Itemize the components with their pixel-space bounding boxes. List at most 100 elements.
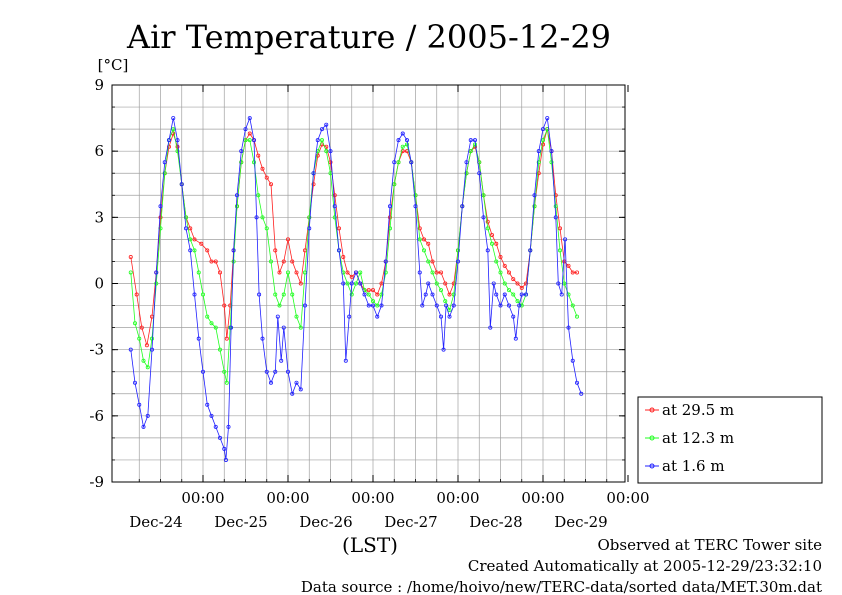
series-line: [130, 116, 582, 460]
data-point: [260, 336, 265, 341]
data-point: [343, 358, 348, 363]
data-point: [506, 303, 511, 308]
data-point: [559, 292, 564, 297]
data-point: [251, 160, 256, 165]
series-1: [128, 127, 580, 385]
data-point: [298, 281, 303, 286]
data-point: [281, 325, 286, 330]
y-tick-label: -3: [89, 341, 104, 359]
data-point: [506, 270, 511, 275]
data-point: [349, 292, 354, 297]
data-point: [285, 270, 290, 275]
data-point: [349, 274, 354, 279]
data-point: [256, 193, 261, 198]
data-point: [545, 116, 550, 121]
data-point: [162, 160, 167, 165]
data-point: [217, 270, 222, 275]
data-point: [455, 248, 460, 253]
data-point: [264, 226, 269, 231]
data-point: [549, 149, 554, 154]
data-point: [502, 292, 507, 297]
series-line: [130, 127, 578, 383]
y-axis-ticks: 9 6 3 0 -3 -6 -9: [89, 76, 625, 491]
data-point: [196, 336, 201, 341]
data-point: [392, 160, 397, 165]
data-point: [511, 292, 516, 297]
x-tick-time-label: 00:00: [521, 489, 564, 507]
data-point: [268, 182, 273, 187]
data-point: [447, 292, 452, 297]
data-point: [575, 380, 580, 385]
data-point: [336, 248, 341, 253]
data-point: [154, 281, 159, 286]
data-point: [226, 424, 231, 429]
data-point: [451, 292, 456, 297]
data-point: [417, 237, 422, 242]
data-point: [579, 391, 584, 396]
data-point: [336, 226, 341, 231]
y-tick-label: -9: [89, 473, 104, 491]
data-point: [413, 193, 418, 198]
data-point: [392, 182, 397, 187]
data-point: [192, 237, 197, 242]
data-point: [254, 215, 259, 220]
data-point: [517, 303, 522, 308]
data-point: [234, 204, 239, 209]
legend-swatch-marker: [649, 435, 655, 441]
data-point: [570, 358, 575, 363]
data-point: [200, 369, 205, 374]
data-point: [409, 160, 414, 165]
data-point: [247, 116, 252, 121]
data-point: [549, 160, 554, 165]
data-point: [400, 144, 405, 149]
data-point: [277, 303, 282, 308]
data-point: [353, 281, 358, 286]
data-point: [477, 171, 482, 176]
data-point: [383, 259, 388, 264]
data-point: [430, 292, 435, 297]
data-point: [541, 127, 546, 132]
x-tick-time-label: 00:00: [181, 489, 224, 507]
data-point: [417, 226, 422, 231]
data-point: [171, 116, 176, 121]
data-point: [277, 270, 282, 275]
data-point: [387, 204, 392, 209]
data-point: [222, 303, 227, 308]
data-point: [158, 204, 163, 209]
data-point: [183, 226, 188, 231]
data-point: [455, 259, 460, 264]
data-point: [247, 138, 252, 143]
data-point: [570, 270, 575, 275]
data-point: [553, 204, 558, 209]
data-point: [205, 314, 210, 319]
data-point: [366, 288, 371, 293]
data-point: [243, 127, 248, 132]
data-point: [213, 259, 218, 264]
data-point: [137, 402, 142, 407]
data-point: [426, 281, 431, 286]
data-point: [494, 259, 499, 264]
data-point: [451, 281, 456, 286]
data-point: [328, 160, 333, 165]
data-point: [426, 241, 431, 246]
data-point: [400, 149, 405, 154]
y-tick-label: 9: [94, 76, 104, 94]
x-tick-date-label: Dec-24: [129, 513, 182, 531]
data-point: [438, 270, 443, 275]
data-point: [558, 226, 563, 231]
data-point: [196, 270, 201, 275]
data-point: [294, 314, 299, 319]
data-point: [132, 380, 137, 385]
data-point: [370, 303, 375, 308]
y-tick-label: 3: [94, 208, 104, 226]
data-point: [460, 204, 465, 209]
data-point: [217, 347, 222, 352]
data-point: [341, 281, 346, 286]
x-tick-date-label: Dec-25: [214, 513, 267, 531]
data-point: [472, 138, 477, 143]
data-point: [379, 303, 384, 308]
x-tick-date-label: Dec-29: [554, 513, 607, 531]
data-point: [396, 160, 401, 165]
y-tick-label: 0: [94, 275, 104, 293]
data-point: [281, 259, 286, 264]
